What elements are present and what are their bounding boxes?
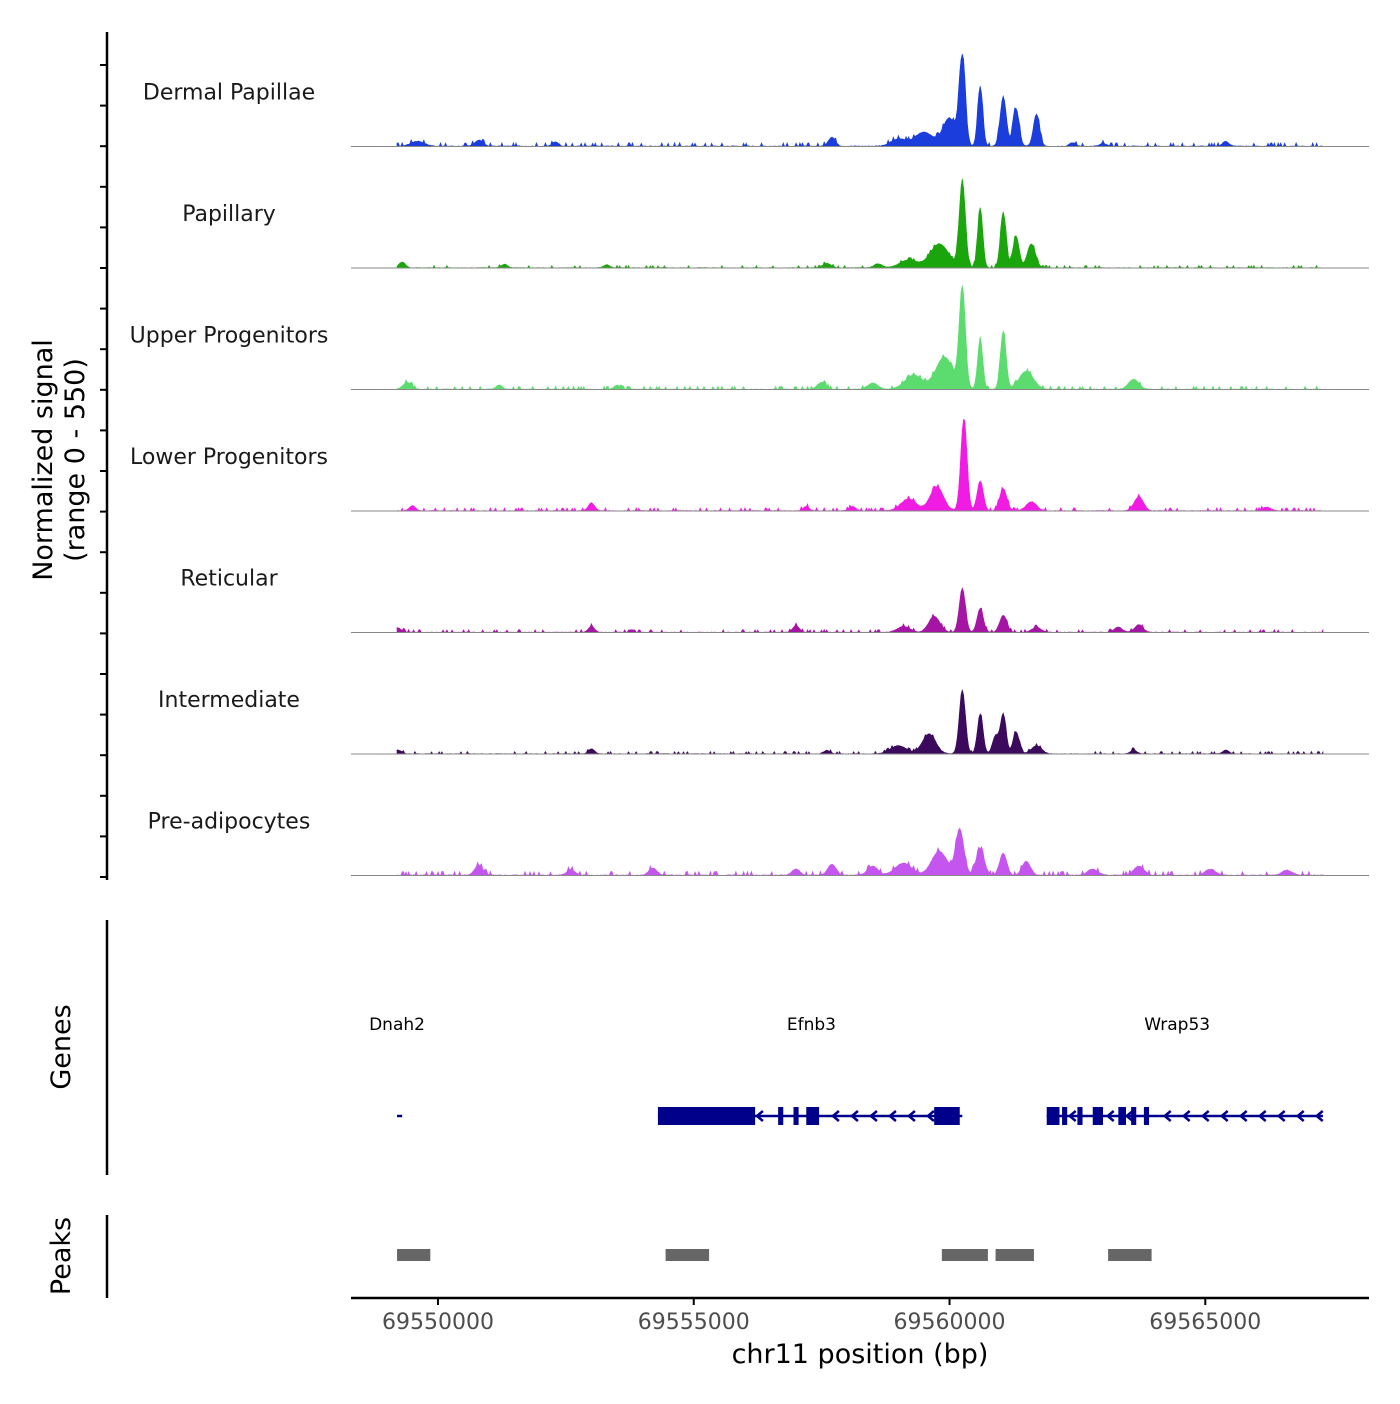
gene-wrap53: Wrap53 <box>1046 1015 1324 1125</box>
strand-arrow-icon <box>1200 1110 1210 1122</box>
x-tick-label: 69555000 <box>638 1310 750 1335</box>
track-papillary: Papillary <box>182 178 1369 269</box>
peak-region <box>1108 1249 1152 1261</box>
track-upper-progenitors: Upper Progenitors <box>130 285 1369 391</box>
gene-label: Wrap53 <box>1144 1015 1210 1035</box>
signal-y-ticks <box>100 64 107 878</box>
strand-arrow-icon <box>868 1110 878 1122</box>
gene-exon <box>1046 1107 1060 1125</box>
gene-exon <box>934 1107 960 1125</box>
strand-arrow-icon <box>1124 1110 1134 1122</box>
track-label: Reticular <box>180 567 278 592</box>
gene-exon <box>793 1107 799 1125</box>
y-axis-title-line1: Normalized signal <box>28 339 59 581</box>
track-label: Upper Progenitors <box>130 324 329 349</box>
strand-arrow-icon <box>1162 1110 1172 1122</box>
peak-region <box>941 1249 988 1261</box>
track-label: Dermal Papillae <box>143 81 315 106</box>
track-pre-adipocytes: Pre-adipocytes <box>148 810 1369 877</box>
strand-arrow-icon <box>1276 1110 1286 1122</box>
gene-exon <box>1092 1107 1103 1125</box>
y-axis-title-line2: (range 0 - 550) <box>60 358 91 562</box>
strand-arrow-icon <box>887 1110 897 1122</box>
gene-exon <box>1077 1107 1083 1125</box>
gene-exon <box>778 1107 784 1125</box>
strand-arrow-icon <box>1314 1110 1324 1122</box>
strand-arrow-icon <box>830 1110 840 1122</box>
x-tick-label: 69565000 <box>1149 1310 1261 1335</box>
signal-y-axis-title: Normalized signal (range 0 - 550) <box>28 339 91 581</box>
peak-region <box>995 1249 1034 1261</box>
strand-arrow-icon <box>1105 1110 1115 1122</box>
track-intermediate: Intermediate <box>158 688 1369 755</box>
gene-track: Dnah2 Efnb3 Wrap53 <box>369 1015 1324 1125</box>
gene-exon <box>1131 1107 1137 1125</box>
track-label: Lower Progenitors <box>130 445 328 470</box>
signal-area <box>396 418 1324 512</box>
gene-exon <box>1118 1107 1127 1125</box>
signal-area <box>396 827 1324 877</box>
strand-arrow-icon <box>906 1110 916 1122</box>
gene-exon <box>657 1107 756 1125</box>
gene-label: Dnah2 <box>369 1015 425 1035</box>
track-label: Pre-adipocytes <box>148 810 311 835</box>
gene-dnah2: Dnah2 <box>369 1015 425 1118</box>
gene-efnb3: Efnb3 <box>657 1015 963 1125</box>
track-label: Intermediate <box>158 688 300 713</box>
gene-exon <box>1143 1107 1150 1125</box>
strand-arrow-icon <box>925 1110 935 1122</box>
peak-region <box>665 1249 710 1261</box>
strand-arrow-icon <box>1181 1110 1191 1122</box>
x-tick-label: 69550000 <box>382 1310 494 1335</box>
gene-exon <box>1062 1107 1068 1125</box>
peak-track <box>397 1249 1152 1261</box>
gene-exon <box>806 1107 820 1125</box>
signal-area <box>396 178 1324 269</box>
track-dermal-papillae: Dermal Papillae <box>143 53 1369 148</box>
strand-arrow-icon <box>1219 1110 1229 1122</box>
signal-area <box>396 689 1324 755</box>
signal-area <box>396 53 1324 148</box>
peaks-track-title: Peaks <box>46 1217 77 1295</box>
genes-track-title: Genes <box>46 1004 77 1089</box>
signal-area <box>396 587 1324 634</box>
strand-arrow-icon <box>1257 1110 1267 1122</box>
x-axis-title: chr11 position (bp) <box>732 1339 989 1370</box>
strand-arrow-icon <box>1238 1110 1248 1122</box>
signal-tracks: Dermal Papillae Papillary Upper Progenitor… <box>130 53 1369 877</box>
signal-area <box>396 285 1324 391</box>
strand-arrow-icon <box>849 1110 859 1122</box>
gene-label: Efnb3 <box>787 1015 836 1035</box>
x-axis-ticks: 69550000 69555000 69560000 69565000 <box>382 1298 1261 1335</box>
x-tick-label: 69560000 <box>894 1310 1006 1335</box>
strand-arrow-icon <box>754 1110 764 1122</box>
track-lower-progenitors: Lower Progenitors <box>130 418 1369 512</box>
strand-arrow-icon <box>1067 1110 1077 1122</box>
track-reticular: Reticular <box>180 567 1369 634</box>
strand-arrow-icon <box>1295 1110 1305 1122</box>
track-label: Papillary <box>182 202 276 227</box>
peak-region <box>397 1249 431 1261</box>
